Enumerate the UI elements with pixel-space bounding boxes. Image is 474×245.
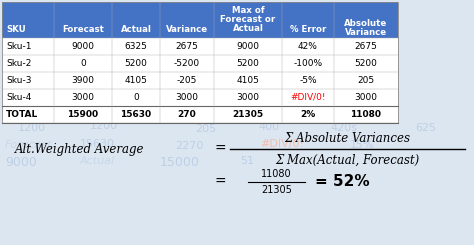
Text: TOTAL: TOTAL [6,110,38,119]
Text: 9000: 9000 [5,156,37,169]
Text: 1200: 1200 [90,121,118,131]
Text: Σ Absolute Variances: Σ Absolute Variances [284,132,410,145]
Text: Variance: Variance [166,25,208,35]
Text: =: = [214,142,226,156]
Text: 6325: 6325 [125,42,147,51]
Bar [2,89,398,106]
Text: Forecast or: Forecast or [220,15,275,24]
Text: =: = [214,175,226,189]
Text: Sku-2: Sku-2 [6,59,31,68]
Text: 2675: 2675 [175,42,199,51]
Text: 1200: 1200 [18,123,46,133]
Text: Sku-1: Sku-1 [6,42,31,51]
Text: 625: 625 [415,123,436,133]
Text: 3000: 3000 [72,93,94,102]
Text: % Error: % Error [290,25,326,35]
Text: 2675: 2675 [355,42,377,51]
Text: 3000: 3000 [175,93,199,102]
Text: -5200: -5200 [174,59,200,68]
Text: 15630: 15630 [120,110,152,119]
Text: 0: 0 [133,93,139,102]
Text: 21305: 21305 [261,185,292,195]
Text: 270: 270 [178,110,196,119]
Text: Actual: Actual [80,156,115,166]
Text: 5200: 5200 [125,59,147,68]
Text: -205: -205 [177,76,197,85]
Text: Forecast: Forecast [62,25,104,35]
Text: = 52%: = 52% [315,174,370,189]
Text: Actual: Actual [233,24,264,34]
Bar [2,106,398,123]
Text: Σ Max(Actual, Forecast): Σ Max(Actual, Forecast) [275,154,419,167]
Text: SKU: SKU [6,25,26,35]
Text: 11080: 11080 [350,110,382,119]
Text: 15900: 15900 [67,110,99,119]
Text: -100%: -100% [293,59,323,68]
Text: 15630: 15630 [80,139,115,149]
Text: Actual: Actual [120,25,151,35]
Bar [2,38,398,55]
Text: Sku-3: Sku-3 [6,76,31,85]
Text: Max of: Max of [232,7,264,15]
Text: 42%: 42% [298,42,318,51]
Text: Absolute: Absolute [345,20,388,28]
Text: 3900: 3900 [72,76,94,85]
Bar [2,2,398,123]
Text: #DIV/0!: #DIV/0! [290,93,326,102]
Bar [2,72,398,89]
Text: 15%: 15% [350,140,374,150]
Text: 3000: 3000 [355,93,377,102]
Text: 420s: 420s [330,123,357,133]
Text: 2%: 2% [301,110,316,119]
Text: 15000: 15000 [160,156,200,169]
Text: 11080: 11080 [261,169,292,179]
Text: 400: 400 [258,122,279,132]
Text: Forecast: Forecast [5,140,53,150]
Text: 4105: 4105 [125,76,147,85]
Text: Alt.Weighted Average: Alt.Weighted Average [15,143,145,156]
Text: 4105: 4105 [237,76,259,85]
Text: 9000: 9000 [237,42,259,51]
Bar [2,2,398,38]
Text: 0: 0 [80,59,86,68]
Text: 5200: 5200 [355,59,377,68]
Text: 205: 205 [195,124,216,134]
Text: 205: 205 [357,76,374,85]
Text: 51: 51 [240,156,254,166]
Text: Variance: Variance [345,28,387,37]
Text: 5200: 5200 [237,59,259,68]
Text: 9000: 9000 [72,42,94,51]
Text: Sku-4: Sku-4 [6,93,31,102]
Text: -5%: -5% [299,76,317,85]
Bar [2,55,398,72]
Text: 2270: 2270 [175,141,203,151]
Text: 3000: 3000 [237,93,259,102]
Text: #DIV/0!: #DIV/0! [260,139,304,149]
Text: 21305: 21305 [232,110,264,119]
